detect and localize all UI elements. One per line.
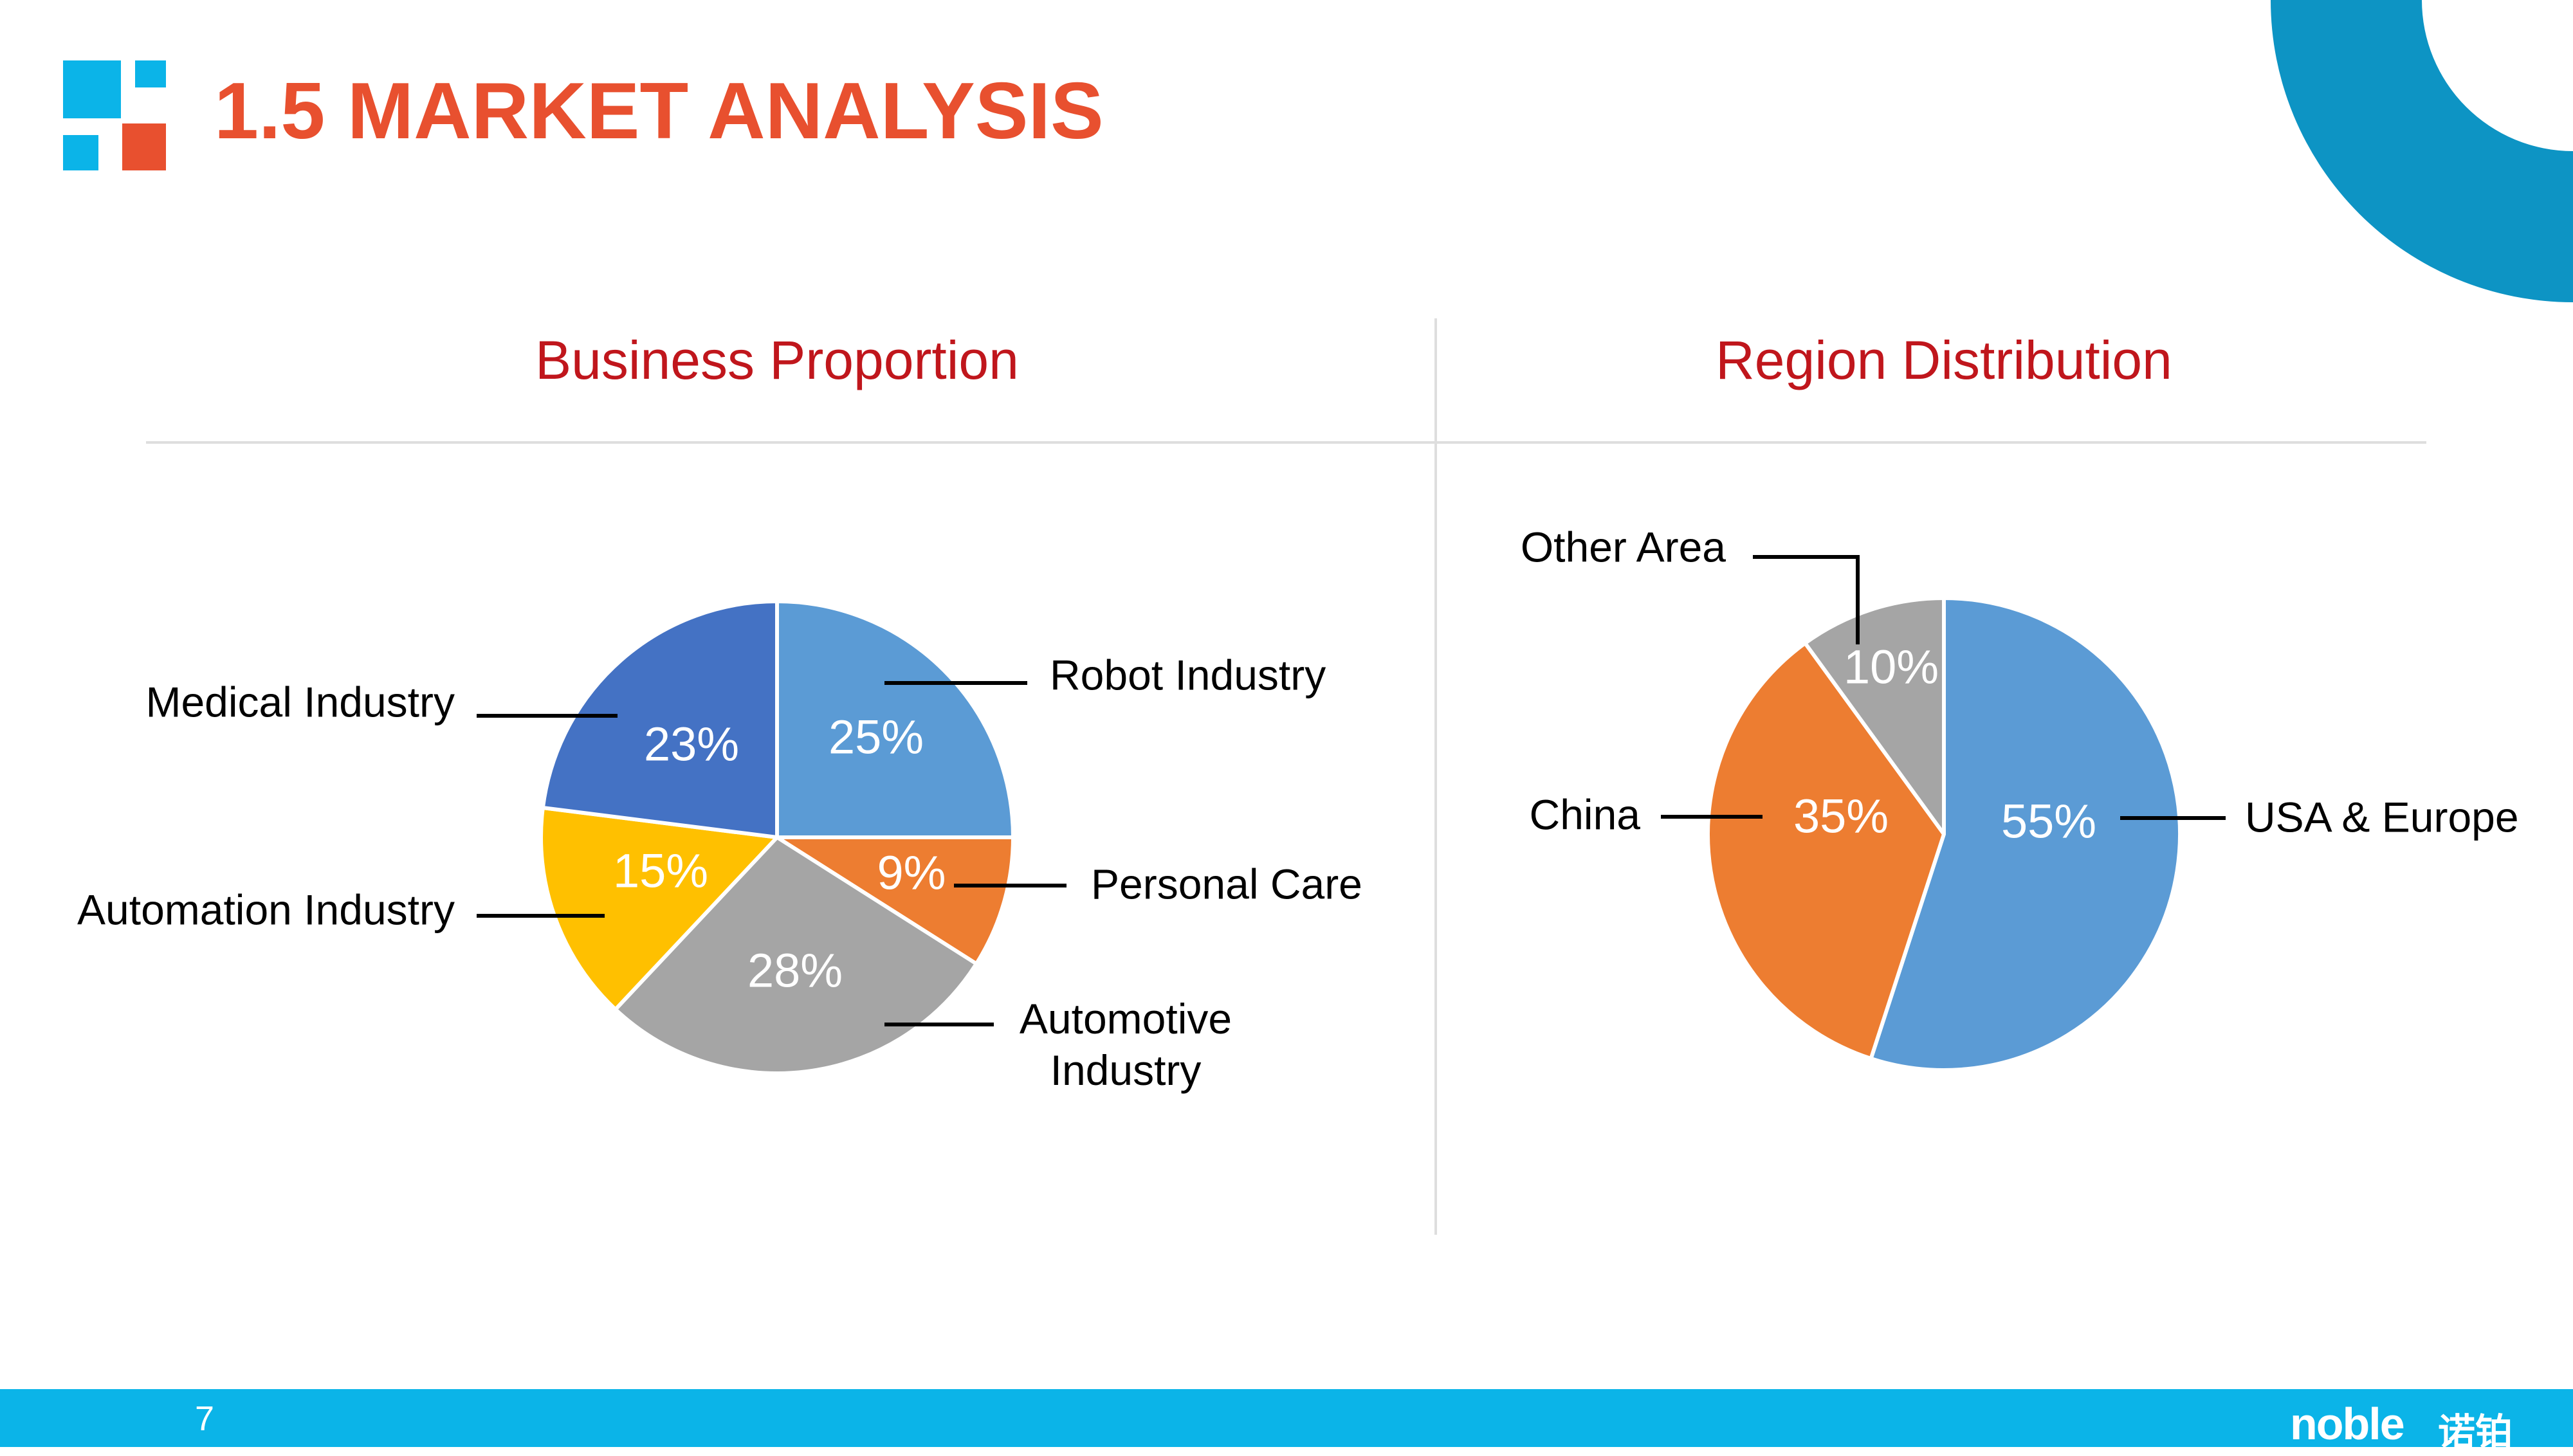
panel-divider bbox=[1434, 318, 1437, 1235]
panel-title-region: Region Distribution bbox=[1716, 330, 2172, 390]
value-label-usa-europe: 55% bbox=[2001, 795, 2096, 848]
logo-square-bottom-right bbox=[122, 123, 166, 170]
category-label-robot-industry: Robot Industry bbox=[1050, 651, 1326, 698]
category-label-china: China bbox=[1530, 790, 1641, 838]
category-label-usa-europe: USA & Europe bbox=[2245, 793, 2519, 841]
category-label-automation-industry: Automation Industry bbox=[77, 886, 455, 933]
slide-title: 1.5 MARKET ANALYSIS bbox=[214, 67, 1104, 156]
pie-charts: 25% Robot Industry 9% Personal Care 28% Autom… bbox=[77, 523, 2519, 1094]
panel-title-business: Business Proportion bbox=[535, 330, 1019, 390]
value-label-automotive-industry: 28% bbox=[747, 944, 843, 997]
value-label-automation-industry: 15% bbox=[613, 844, 708, 898]
value-label-robot-industry: 25% bbox=[829, 711, 924, 764]
logo-square-top-right bbox=[135, 60, 166, 87]
value-label-medical-industry: 23% bbox=[644, 718, 739, 771]
pie-slice-usa-europe bbox=[1869, 596, 2182, 1072]
pie-slice-robot-industry bbox=[775, 599, 1015, 839]
pie-slice-china bbox=[1706, 641, 1946, 1061]
value-label-personal-care: 9% bbox=[877, 846, 946, 900]
value-label-other-area: 10% bbox=[1844, 641, 1939, 694]
decorative-arc bbox=[2271, 0, 2573, 302]
panel-header-rule bbox=[146, 441, 2426, 444]
logo-square-top-left bbox=[63, 60, 121, 118]
category-label-other-area: Other Area bbox=[1521, 523, 1726, 570]
pie-slice-medical-industry bbox=[540, 599, 779, 839]
value-label-china: 35% bbox=[1793, 790, 1889, 843]
footer-bar bbox=[0, 1389, 2573, 1447]
pie-slice-other-area bbox=[1803, 596, 1946, 836]
footer-logo: noble bbox=[2290, 1399, 2405, 1449]
footer-logo-cn: 诺铂 bbox=[2438, 1410, 2513, 1454]
logo-square-bottom-left bbox=[63, 135, 98, 170]
category-label-medical-industry: Medical Industry bbox=[145, 678, 455, 725]
category-label-automotive-industry: Automotive Industry bbox=[1020, 995, 1232, 1094]
pie-slice-personal-care bbox=[775, 835, 1015, 966]
leader-line-other-area bbox=[1753, 555, 1860, 644]
category-label-personal-care: Personal Care bbox=[1091, 860, 1362, 907]
pie-slice-automotive-industry bbox=[613, 835, 978, 1075]
page-number: 7 bbox=[195, 1399, 215, 1438]
